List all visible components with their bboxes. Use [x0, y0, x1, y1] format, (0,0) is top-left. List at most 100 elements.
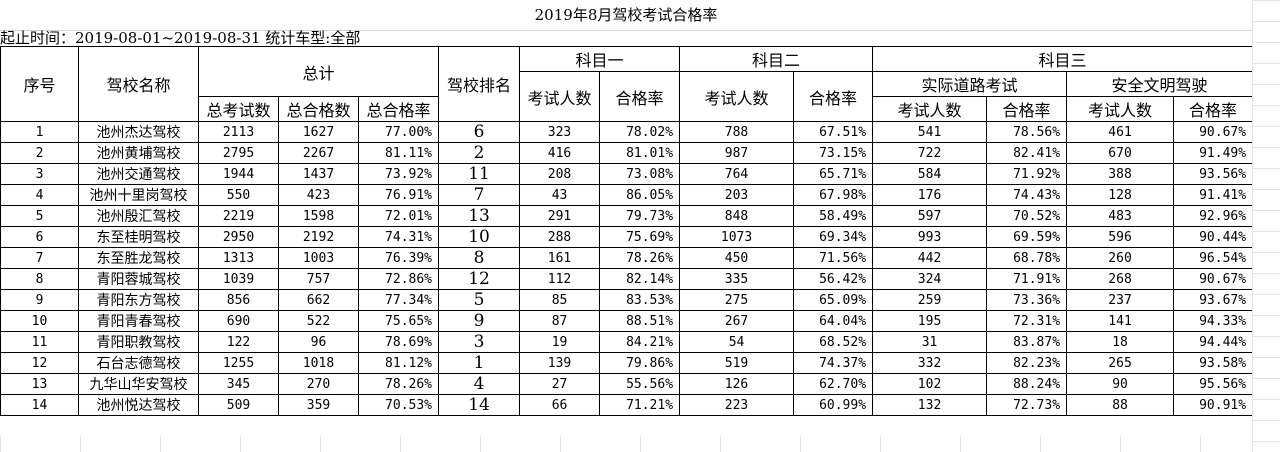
cell-total-pass[interactable]: 2192: [278, 226, 359, 248]
cell-rank[interactable]: 13: [438, 205, 521, 227]
cell-total-pass[interactable]: 423: [278, 184, 359, 206]
header-subject3[interactable]: 科目三: [872, 46, 1254, 72]
cell-school[interactable]: 东至桂明驾校: [78, 226, 199, 248]
cell-safe-exam[interactable]: 268: [1066, 268, 1175, 290]
cell-total-pass[interactable]: 96: [278, 331, 359, 353]
cell-s2-rate[interactable]: 65.71%: [793, 163, 874, 185]
cell-school[interactable]: 东至胜龙驾校: [78, 247, 199, 269]
cell-total-pass[interactable]: 757: [278, 268, 359, 290]
cell-s2-exam[interactable]: 203: [679, 184, 795, 206]
cell-seq[interactable]: 14: [0, 394, 79, 416]
cell-s2-exam[interactable]: 519: [679, 352, 795, 374]
cell-s1-rate[interactable]: 71.21%: [599, 394, 681, 416]
cell-total-exam[interactable]: 1255: [198, 352, 279, 374]
header-road-rate[interactable]: 合格率: [986, 96, 1068, 122]
cell-road-exam[interactable]: 195: [872, 310, 988, 332]
cell-s2-rate[interactable]: 64.04%: [793, 310, 874, 332]
cell-safe-exam[interactable]: 237: [1066, 289, 1175, 311]
cell-s2-rate[interactable]: 71.56%: [793, 247, 874, 269]
cell-seq[interactable]: 6: [0, 226, 79, 248]
cell-s2-exam[interactable]: 764: [679, 163, 795, 185]
header-subject1[interactable]: 科目一: [519, 46, 681, 72]
cell-s2-exam[interactable]: 223: [679, 394, 795, 416]
cell-safe-exam[interactable]: 18: [1066, 331, 1175, 353]
cell-road-exam[interactable]: 102: [872, 373, 988, 395]
cell-total-exam[interactable]: 2795: [198, 142, 279, 164]
cell-total-rate[interactable]: 76.91%: [357, 184, 440, 206]
cell-road-exam[interactable]: 541: [872, 121, 988, 143]
cell-school[interactable]: 青阳青春驾校: [78, 310, 199, 332]
cell-safe-rate[interactable]: 92.96%: [1173, 205, 1254, 227]
cell-total-exam[interactable]: 690: [198, 310, 279, 332]
cell-total-pass[interactable]: 1437: [278, 163, 359, 185]
cell-s2-rate[interactable]: 65.09%: [793, 289, 874, 311]
cell-safe-rate[interactable]: 94.44%: [1173, 331, 1254, 353]
cell-s1-rate[interactable]: 83.53%: [599, 289, 681, 311]
cell-seq[interactable]: 1: [0, 121, 79, 143]
cell-school[interactable]: 青阳蓉城驾校: [78, 268, 199, 290]
cell-total-pass[interactable]: 662: [278, 289, 359, 311]
cell-safe-exam[interactable]: 141: [1066, 310, 1175, 332]
cell-rank[interactable]: 5: [438, 289, 521, 311]
cell-school[interactable]: 青阳职教驾校: [78, 331, 199, 353]
cell-s1-exam[interactable]: 323: [519, 121, 601, 143]
cell-safe-rate[interactable]: 95.56%: [1173, 373, 1254, 395]
cell-school[interactable]: 池州悦达驾校: [78, 394, 199, 416]
header-subject2[interactable]: 科目二: [679, 46, 874, 72]
cell-total-exam[interactable]: 856: [198, 289, 279, 311]
cell-total-pass[interactable]: 1627: [278, 121, 359, 143]
cell-s1-rate[interactable]: 55.56%: [599, 373, 681, 395]
header-total[interactable]: 总计: [197, 46, 440, 97]
sheet-title[interactable]: 2019年8月驾校考试合格率: [0, 0, 1252, 31]
cell-rank[interactable]: 2: [438, 142, 521, 164]
cell-rank[interactable]: 10: [438, 226, 521, 248]
cell-road-exam[interactable]: 132: [872, 394, 988, 416]
cell-seq[interactable]: 8: [0, 268, 79, 290]
cell-seq[interactable]: 3: [0, 163, 79, 185]
cell-road-rate[interactable]: 74.43%: [986, 184, 1068, 206]
cell-s2-rate[interactable]: 73.15%: [793, 142, 874, 164]
cell-total-pass[interactable]: 1598: [278, 205, 359, 227]
cell-total-pass[interactable]: 270: [278, 373, 359, 395]
header-s2-rate[interactable]: 合格率: [793, 71, 874, 122]
cell-road-exam[interactable]: 259: [872, 289, 988, 311]
cell-safe-rate[interactable]: 90.44%: [1173, 226, 1254, 248]
cell-seq[interactable]: 10: [0, 310, 79, 332]
cell-road-rate[interactable]: 68.78%: [986, 247, 1068, 269]
cell-s1-exam[interactable]: 139: [519, 352, 601, 374]
cell-total-exam[interactable]: 2113: [198, 121, 279, 143]
cell-safe-exam[interactable]: 483: [1066, 205, 1175, 227]
cell-safe-exam[interactable]: 88: [1066, 394, 1175, 416]
cell-road-rate[interactable]: 82.41%: [986, 142, 1068, 164]
header-road-exam[interactable]: 考试人数: [872, 96, 988, 122]
cell-total-rate[interactable]: 73.92%: [357, 163, 440, 185]
cell-s1-exam[interactable]: 112: [519, 268, 601, 290]
cell-total-exam[interactable]: 1313: [198, 247, 279, 269]
cell-road-rate[interactable]: 73.36%: [986, 289, 1068, 311]
cell-total-rate[interactable]: 70.53%: [357, 394, 440, 416]
cell-s1-exam[interactable]: 416: [519, 142, 601, 164]
cell-s1-rate[interactable]: 73.08%: [599, 163, 681, 185]
cell-safe-exam[interactable]: 388: [1066, 163, 1175, 185]
cell-safe-exam[interactable]: 260: [1066, 247, 1175, 269]
cell-s2-exam[interactable]: 335: [679, 268, 795, 290]
cell-road-exam[interactable]: 993: [872, 226, 988, 248]
header-rank[interactable]: 驾校排名: [438, 46, 521, 122]
cell-total-pass[interactable]: 1003: [278, 247, 359, 269]
cell-school[interactable]: 池州黄埔驾校: [78, 142, 199, 164]
cell-road-exam[interactable]: 597: [872, 205, 988, 227]
cell-road-rate[interactable]: 72.73%: [986, 394, 1068, 416]
cell-safe-exam[interactable]: 670: [1066, 142, 1175, 164]
cell-rank[interactable]: 9: [438, 310, 521, 332]
cell-road-rate[interactable]: 88.24%: [986, 373, 1068, 395]
cell-safe-exam[interactable]: 265: [1066, 352, 1175, 374]
cell-total-exam[interactable]: 2950: [198, 226, 279, 248]
cell-seq[interactable]: 12: [0, 352, 79, 374]
cell-total-rate[interactable]: 81.12%: [357, 352, 440, 374]
cell-total-rate[interactable]: 81.11%: [357, 142, 440, 164]
cell-seq[interactable]: 5: [0, 205, 79, 227]
cell-safe-rate[interactable]: 91.49%: [1173, 142, 1254, 164]
cell-safe-exam[interactable]: 596: [1066, 226, 1175, 248]
cell-rank[interactable]: 11: [438, 163, 521, 185]
cell-s2-rate[interactable]: 74.37%: [793, 352, 874, 374]
